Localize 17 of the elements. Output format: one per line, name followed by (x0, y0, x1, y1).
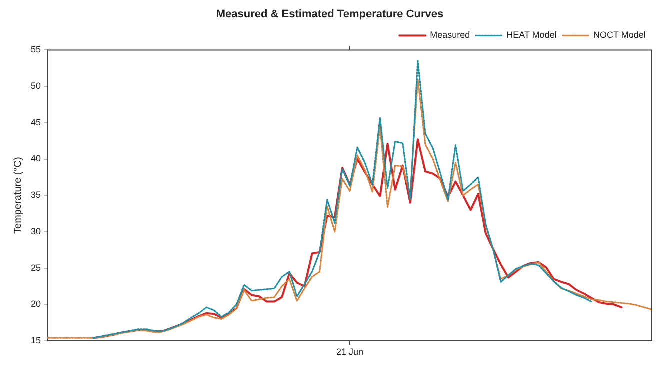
y-axis-title: Temperature (°C) (12, 157, 24, 234)
chart-title: Measured & Estimated Temperature Curves (216, 8, 444, 21)
legend-label: NOCT Model (593, 30, 646, 40)
y-tick-label: 40 (30, 154, 42, 164)
line-series (92, 60, 592, 339)
y-tick-label: 50 (30, 81, 42, 92)
y-tick-label: 35 (30, 190, 42, 200)
legend-label: HEAT Model (506, 30, 557, 40)
y-tick-label: 45 (30, 117, 42, 128)
y-tick-label: 20 (30, 299, 42, 310)
y-tick-label: 55 (30, 44, 42, 55)
legend-label: Measured (430, 30, 470, 40)
y-tick-label: 15 (30, 335, 42, 346)
text: 21 Jun (336, 346, 364, 357)
line-series (47, 78, 653, 339)
y-tick-label: 30 (30, 226, 42, 236)
y-tick-label: 25 (30, 262, 42, 273)
